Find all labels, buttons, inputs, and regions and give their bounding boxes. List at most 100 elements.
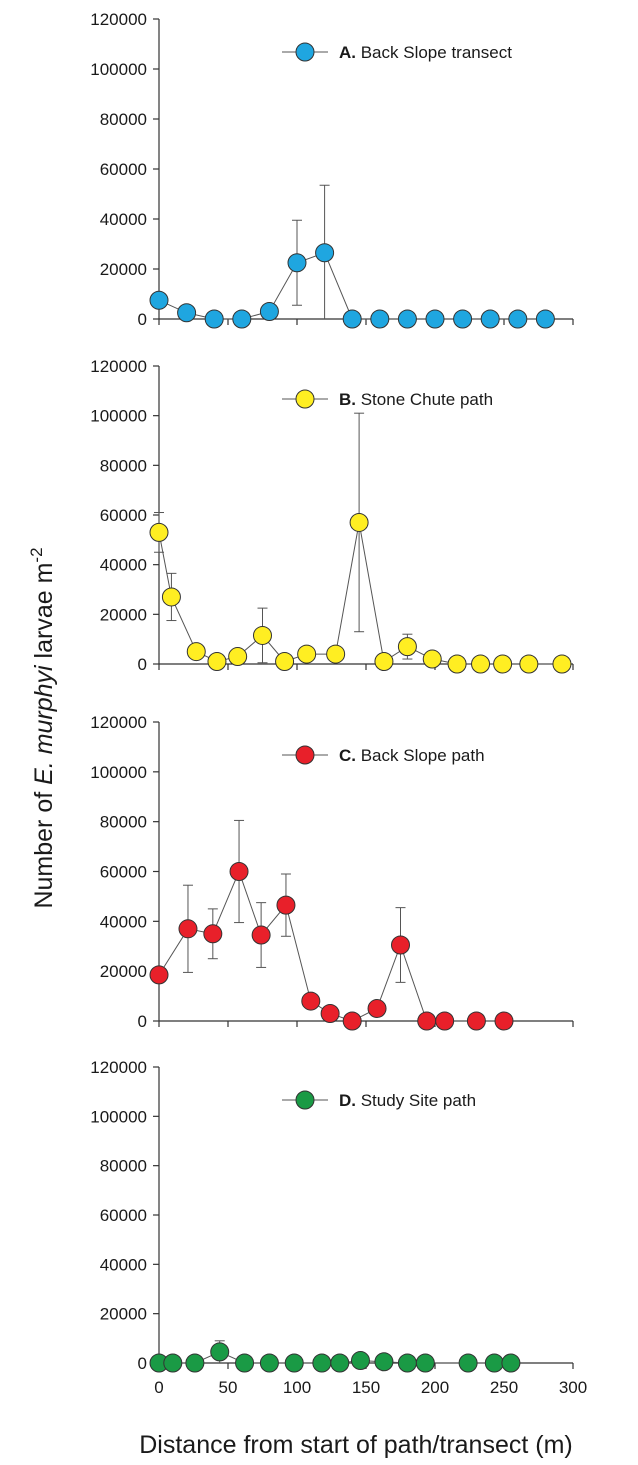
y-tick-label: 100000 bbox=[90, 60, 147, 79]
data-point bbox=[259, 1353, 279, 1373]
legend-text: Back Slope transect bbox=[356, 43, 512, 62]
data-point bbox=[367, 999, 387, 1019]
y-tick-label: 120000 bbox=[90, 713, 147, 732]
y-tick-label: 0 bbox=[138, 1012, 147, 1031]
data-point bbox=[301, 991, 321, 1011]
x-tick-label: 50 bbox=[219, 1378, 238, 1397]
data-point bbox=[480, 309, 500, 329]
data-point bbox=[287, 253, 307, 273]
y-tick-label: 100000 bbox=[90, 1107, 147, 1126]
panel-a: 0 20000 40000 60000 80000 100000 120000 A. Back… bbox=[90, 10, 574, 329]
data-point bbox=[178, 919, 198, 939]
y-tick-label: 80000 bbox=[100, 1157, 147, 1176]
y-axis-title-suffix: larvae m bbox=[30, 563, 58, 666]
y-tick-label: 40000 bbox=[100, 556, 147, 575]
data-point bbox=[228, 647, 248, 667]
series-line-a bbox=[158, 252, 546, 320]
data-point bbox=[466, 1011, 486, 1031]
data-point bbox=[397, 1353, 417, 1373]
x-tick-label: 100 bbox=[283, 1378, 311, 1397]
data-point bbox=[415, 1353, 435, 1373]
legend-letter: D. bbox=[339, 1091, 356, 1110]
y-tick-label: 120000 bbox=[90, 357, 147, 376]
data-point bbox=[161, 587, 181, 607]
data-point bbox=[508, 309, 528, 329]
legend-marker bbox=[295, 745, 315, 765]
data-point bbox=[177, 303, 197, 323]
data-point bbox=[235, 1353, 255, 1373]
legend-marker bbox=[295, 389, 315, 409]
y-tick-label: 20000 bbox=[100, 962, 147, 981]
data-point bbox=[275, 652, 295, 672]
legend-text: Stone Chute path bbox=[356, 390, 493, 409]
data-point bbox=[494, 1011, 514, 1031]
data-point bbox=[320, 1004, 340, 1024]
y-tick-label: 40000 bbox=[100, 210, 147, 229]
data-point bbox=[391, 935, 410, 955]
y-axis-title-prefix: Number of bbox=[30, 785, 58, 909]
data-point bbox=[297, 644, 317, 664]
data-point bbox=[374, 652, 394, 672]
legend-label-a: A. Back Slope transect bbox=[339, 43, 512, 62]
y-tick-label: 20000 bbox=[100, 1305, 147, 1324]
y-axis-title-species: E. murphyi bbox=[30, 664, 58, 785]
data-point bbox=[185, 1353, 205, 1373]
data-point bbox=[315, 243, 335, 263]
data-point bbox=[342, 309, 362, 329]
y-tick-label: 100000 bbox=[90, 763, 147, 782]
data-point bbox=[535, 309, 555, 329]
data-point bbox=[330, 1353, 350, 1373]
legend-letter: A. bbox=[339, 43, 356, 62]
legend-text: Study Site path bbox=[356, 1091, 476, 1110]
x-axis-title: Distance from start of path/transect (m) bbox=[139, 1431, 572, 1459]
data-point bbox=[204, 309, 224, 329]
data-point bbox=[163, 1353, 183, 1373]
y-tick-label: 60000 bbox=[100, 1206, 147, 1225]
data-point bbox=[453, 309, 473, 329]
data-point bbox=[484, 1353, 504, 1373]
data-point bbox=[251, 925, 271, 945]
y-tick-label: 0 bbox=[138, 655, 147, 674]
data-point bbox=[276, 895, 296, 915]
y-tick-label: 100000 bbox=[90, 407, 147, 426]
series-line-b bbox=[158, 522, 562, 665]
y-tick-label: 20000 bbox=[100, 260, 147, 279]
data-point bbox=[519, 654, 539, 674]
y-tick-label: 120000 bbox=[90, 1058, 147, 1077]
y-tick-label: 60000 bbox=[100, 863, 147, 882]
data-point bbox=[149, 522, 169, 542]
y-tick-label: 40000 bbox=[100, 912, 147, 931]
panel-d: 0 20000 40000 60000 80000 100000 120000 0 50 100 1… bbox=[90, 1058, 587, 1397]
data-point bbox=[253, 625, 272, 645]
data-point bbox=[422, 649, 442, 669]
y-axis-title-superscript: -2 bbox=[27, 547, 46, 562]
legend-letter: C. bbox=[339, 746, 356, 765]
series-line-c bbox=[158, 870, 504, 1022]
legend-marker bbox=[295, 42, 315, 62]
data-point bbox=[493, 654, 513, 674]
panel-b: 0 20000 40000 60000 80000 100000 120000 B. Ston… bbox=[90, 357, 574, 674]
data-point bbox=[417, 1011, 437, 1031]
data-point bbox=[210, 1342, 230, 1362]
x-tick-label: 300 bbox=[559, 1378, 587, 1397]
x-tick-label: 150 bbox=[352, 1378, 380, 1397]
data-point bbox=[349, 512, 369, 532]
data-point bbox=[342, 1011, 362, 1031]
data-point bbox=[370, 309, 390, 329]
legend-text: Back Slope path bbox=[356, 746, 485, 765]
data-point bbox=[326, 644, 346, 664]
data-point bbox=[284, 1353, 304, 1373]
data-point bbox=[232, 309, 252, 329]
chart-panels: 0 20000 40000 60000 80000 100000 120000 A. Back… bbox=[90, 10, 587, 1397]
data-point bbox=[435, 1011, 455, 1031]
y-tick-label: 20000 bbox=[100, 605, 147, 624]
legend-label-b: B. Stone Chute path bbox=[339, 390, 493, 409]
data-point bbox=[374, 1352, 394, 1372]
data-point bbox=[447, 654, 467, 674]
data-point bbox=[149, 965, 169, 985]
panel-c: 0 20000 40000 60000 80000 100000 120000 C. Back… bbox=[90, 713, 574, 1031]
data-point bbox=[229, 862, 249, 881]
data-point bbox=[552, 654, 572, 674]
y-tick-label: 80000 bbox=[100, 110, 147, 129]
